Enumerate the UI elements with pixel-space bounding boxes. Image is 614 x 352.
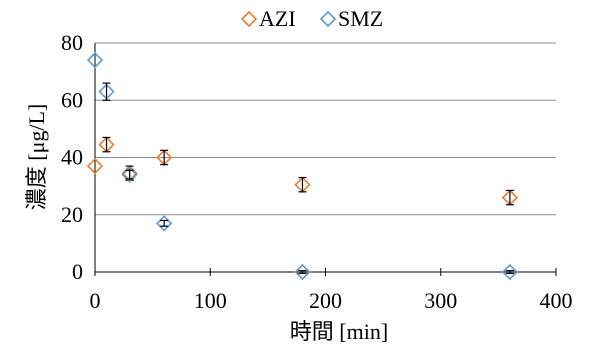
data-point-smz-3: [156, 215, 173, 232]
marker-azi-0: [86, 157, 104, 175]
y-tick-label-60: 60: [61, 87, 83, 112]
data-point-smz-1: [98, 82, 115, 101]
data-point-azi-3: [156, 149, 173, 166]
legend-label-smz: SMZ: [338, 6, 383, 31]
legend: AZI SMZ: [240, 6, 383, 31]
data-point-azi-0: [86, 157, 104, 175]
y-tick-label-80: 80: [61, 30, 83, 55]
marker-smz-4: [294, 263, 311, 281]
tick-labels: 0 20 40 60 80 0 100 200 300 400: [61, 30, 573, 313]
x-tick-label-200: 200: [309, 288, 342, 313]
x-tick-label-0: 0: [90, 288, 101, 313]
x-tick-label-100: 100: [194, 288, 227, 313]
data-point-smz-2: [121, 166, 138, 183]
x-axis-title: 時間 [min]: [290, 319, 388, 344]
data-point-azi-1: [98, 136, 115, 153]
marker-smz-3: [156, 215, 173, 232]
y-tick-label-0: 0: [72, 259, 83, 284]
x-tick-label-300: 300: [424, 288, 457, 313]
y-axis-title: 濃度 [μg/L]: [24, 104, 49, 211]
data-point-azi-5: [501, 189, 519, 206]
y-tick-label-40: 40: [61, 145, 83, 170]
data-point-azi-4: [294, 176, 311, 193]
x-tick-label-400: 400: [540, 288, 573, 313]
axes: [94, 43, 557, 276]
marker-smz-5: [501, 263, 519, 281]
marker-smz-0: [86, 52, 104, 69]
data-point-smz-0: [86, 52, 104, 69]
data-point-smz-5: [501, 263, 519, 281]
legend-label-azi: AZI: [259, 6, 296, 31]
legend-marker-azi: [240, 10, 258, 28]
data-point-smz-4: [294, 263, 311, 281]
legend-marker-smz: [319, 10, 337, 28]
marker-smz-2: [121, 166, 138, 183]
gridlines: [95, 42, 556, 216]
y-tick-label-20: 20: [61, 202, 83, 227]
data-marks: [86, 52, 519, 281]
